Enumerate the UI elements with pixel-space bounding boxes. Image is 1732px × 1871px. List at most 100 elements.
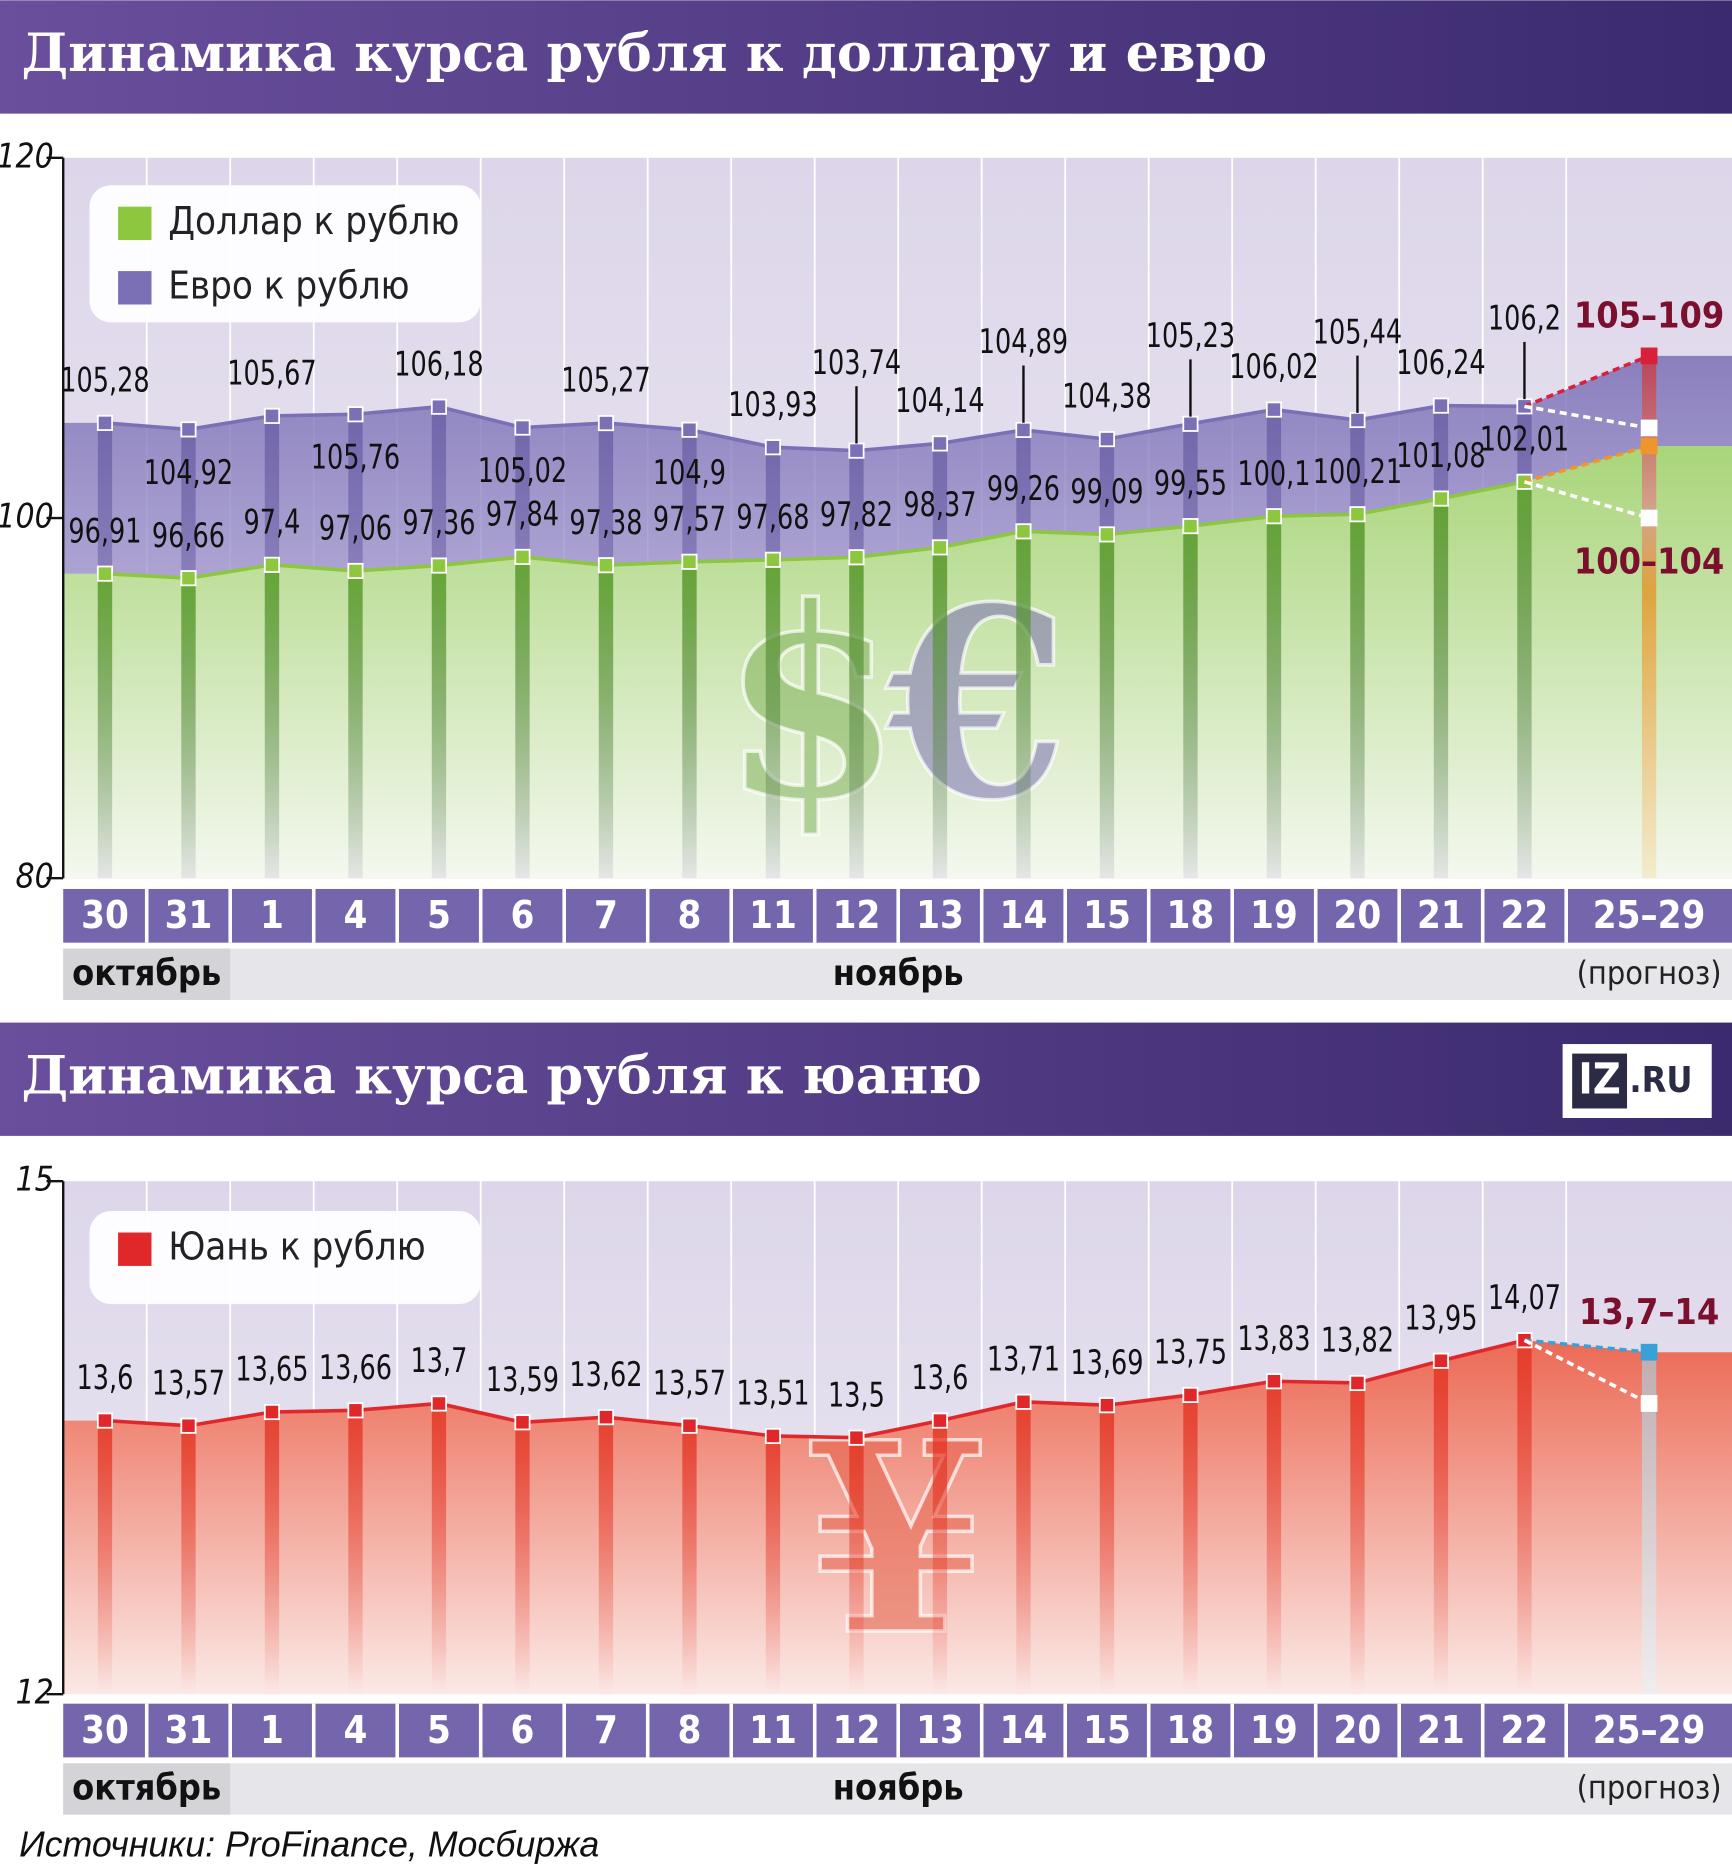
month-strip	[63, 1763, 1732, 1815]
point	[180, 421, 197, 438]
data-label: 97,06	[319, 509, 392, 548]
point	[430, 557, 448, 574]
data-label: 105,27	[561, 362, 650, 401]
point	[347, 562, 364, 580]
forecast-bar	[1641, 1352, 1657, 1695]
value-bar	[1266, 516, 1282, 879]
month-cell	[63, 948, 231, 1000]
point	[180, 1417, 197, 1434]
x-tick-label: 6	[511, 1709, 535, 1753]
forecast-bar	[1641, 355, 1657, 879]
data-label: 13,69	[1070, 1344, 1143, 1383]
point	[1432, 490, 1449, 507]
x-tick-label: 19	[1250, 894, 1298, 938]
x-tick-label: 20	[1334, 894, 1382, 938]
point	[681, 553, 698, 570]
series-area	[63, 445, 1732, 879]
x-tick-label: 4	[344, 1709, 368, 1753]
x-tick-label: 15	[1083, 1709, 1131, 1753]
data-label: 105,76	[311, 439, 400, 478]
data-label: 13,6	[912, 1359, 969, 1398]
x-tick-label: 8	[678, 894, 702, 938]
value-bar	[1517, 1340, 1532, 1695]
forecast-label: 13,7–14	[1579, 1292, 1719, 1333]
point	[514, 419, 531, 436]
point	[1015, 523, 1032, 540]
value-bar	[97, 1420, 113, 1695]
data-label: 98,37	[903, 486, 976, 525]
data-label: 100,1	[1237, 455, 1310, 494]
x-tick-label: 12	[833, 1709, 881, 1753]
value-bar	[348, 1410, 363, 1695]
title-bar	[0, 0, 1732, 114]
month-strip	[63, 948, 1732, 1000]
value-bar	[932, 1420, 948, 1695]
point	[347, 1402, 364, 1419]
x-tick-label: 21	[1417, 894, 1465, 938]
value-bar	[431, 1403, 447, 1695]
data-label: 97,84	[486, 495, 559, 534]
x-tick-label: 7	[594, 1709, 618, 1753]
value-bar	[765, 1435, 781, 1695]
point	[597, 557, 615, 574]
logo-text: IZ	[1578, 1055, 1620, 1105]
x-tick-label: 11	[749, 1709, 797, 1753]
forecast-label: 105–109	[1574, 296, 1724, 337]
forecast-high-line	[1523, 444, 1650, 484]
point	[931, 1412, 949, 1429]
x-tick-label: 20	[1334, 1709, 1382, 1753]
data-label: 105,23	[1146, 317, 1235, 356]
data-label: 13,82	[1321, 1321, 1394, 1360]
value-bar	[682, 1425, 697, 1695]
point	[681, 421, 698, 438]
data-label: 13,95	[1404, 1299, 1477, 1338]
point	[1098, 1397, 1116, 1414]
data-label: 105,67	[227, 354, 316, 393]
data-label: 104,89	[979, 323, 1068, 362]
value-bar	[1099, 534, 1115, 879]
forecast-high	[1640, 347, 1658, 365]
point	[1098, 526, 1116, 543]
month-label: октябрь	[72, 953, 221, 994]
value-bar	[1517, 481, 1532, 879]
point	[848, 442, 865, 459]
data-label: 13,59	[486, 1361, 559, 1400]
data-label: 96,66	[152, 517, 225, 556]
forecast-low	[1640, 1395, 1658, 1412]
month-label: ноябрь	[833, 1768, 964, 1809]
data-label: 13,83	[1237, 1320, 1310, 1359]
x-tick-label: 22	[1501, 1709, 1549, 1753]
x-tick-label: 30	[81, 894, 129, 938]
forecast-low	[1640, 419, 1658, 437]
data-label: 106,18	[394, 345, 483, 384]
value-bar	[348, 570, 363, 879]
title-bar	[0, 1022, 1732, 1136]
point	[597, 1409, 615, 1426]
point	[1015, 421, 1032, 438]
month-label: октябрь	[72, 1768, 221, 1809]
data-label: 105,44	[1313, 313, 1402, 352]
data-label: 97,57	[653, 500, 726, 539]
data-label: 97,4	[244, 503, 301, 542]
data-label: 99,55	[1154, 465, 1227, 504]
legend-swatch	[118, 1232, 152, 1266]
x-tick-label: 1	[260, 894, 284, 938]
forecast-high-line	[1523, 354, 1650, 408]
value-bar	[181, 1425, 196, 1695]
value-bar	[431, 565, 447, 879]
data-label: 104,38	[1062, 378, 1151, 417]
point	[514, 548, 531, 565]
point	[1015, 1393, 1032, 1410]
value-bar	[1433, 498, 1449, 879]
value-bar	[515, 1422, 530, 1695]
data-label: 96,91	[68, 512, 141, 551]
forecast-note: (прогноз)	[1577, 954, 1722, 992]
forecast-high-line	[1524, 1338, 1650, 1354]
series-line	[104, 480, 1525, 580]
point	[764, 439, 782, 456]
value-bar	[1016, 1401, 1031, 1695]
point	[263, 407, 281, 424]
data-label: 14,07	[1488, 1279, 1561, 1318]
x-tick-label: 18	[1167, 894, 1215, 938]
x-tick-label: 5	[427, 894, 451, 938]
